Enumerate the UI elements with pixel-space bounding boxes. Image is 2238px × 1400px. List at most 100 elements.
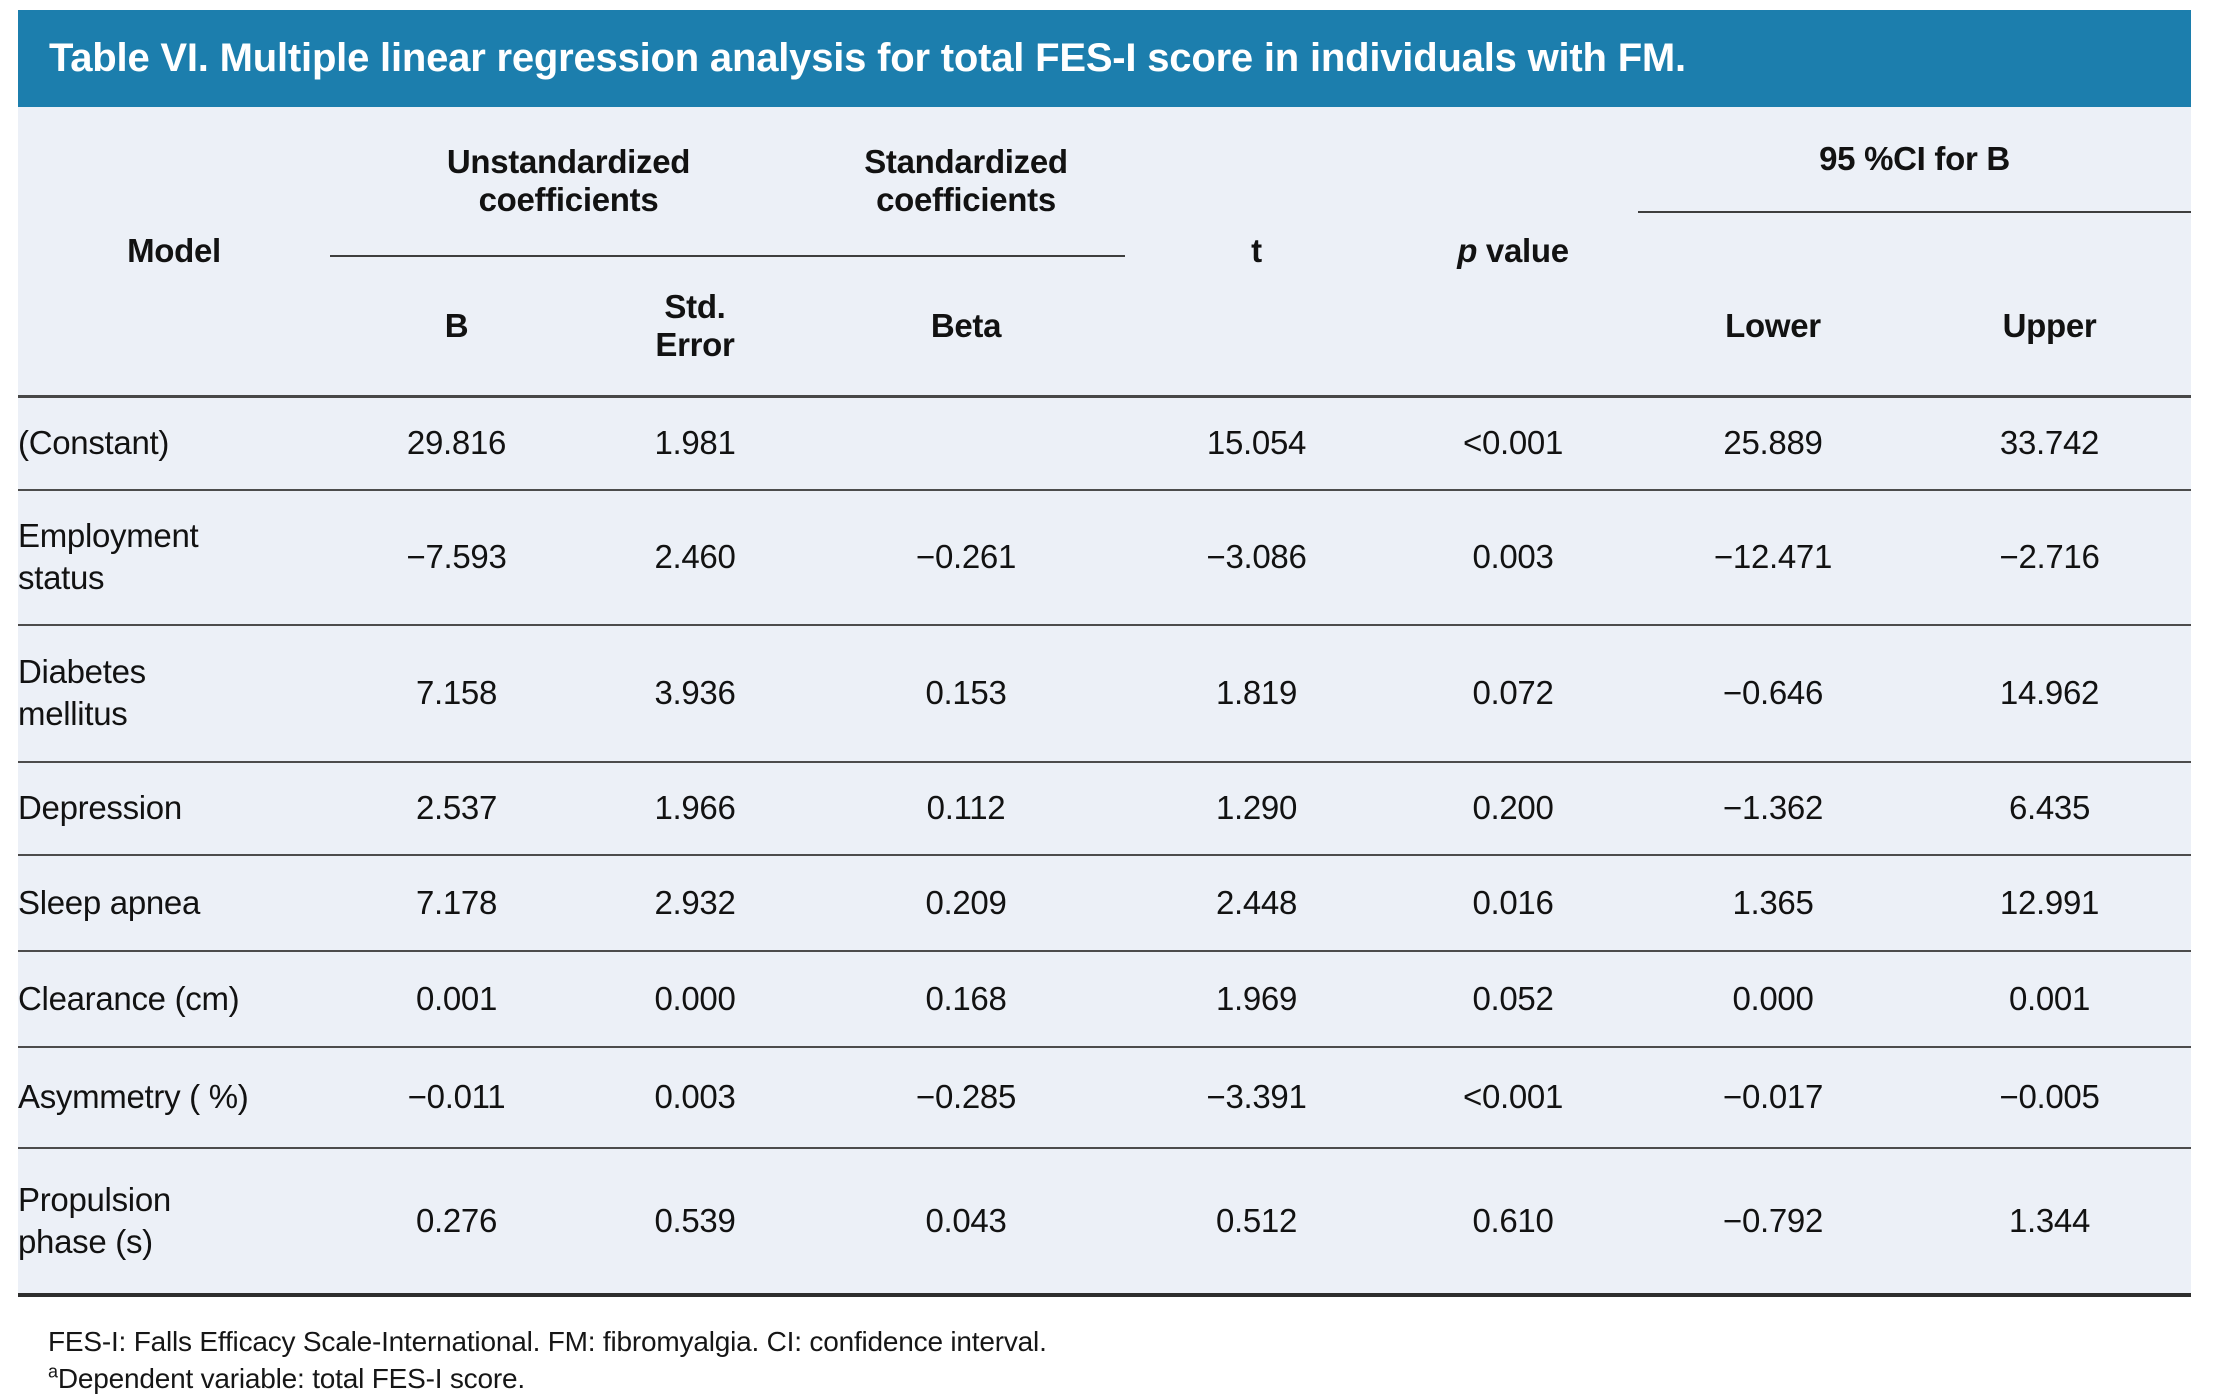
cell-std-error: 0.539: [583, 1146, 807, 1297]
cell-t: 15.054: [1125, 395, 1388, 490]
cell-b: 0.276: [330, 1146, 583, 1297]
header-p-value: p value: [1388, 107, 1638, 397]
table-header: Model Unstandardized coefficients Standar…: [18, 107, 2191, 397]
cell-upper: −2.716: [1908, 488, 2191, 625]
cell-upper: 1.344: [1908, 1146, 2191, 1297]
table-row-clearance: Clearance (cm) 0.001 0.000 0.168 1.969 0…: [18, 949, 2191, 1047]
footnote-superscript-a: a: [48, 1361, 58, 1382]
header-upper: Upper: [2002, 307, 2097, 344]
table-row-propulsion-phase: Propulsion phase (s) 0.276 0.539 0.043 0.…: [18, 1146, 2191, 1297]
header-model: Model: [127, 232, 221, 269]
cell-std-error: 0.000: [583, 949, 807, 1047]
coefficients-group-underline: Unstandardized coefficients Standardized c…: [330, 107, 1125, 257]
cell-upper: 6.435: [1908, 760, 2191, 855]
header-t: t: [1251, 232, 1262, 269]
cell-beta: −0.261: [807, 488, 1125, 625]
cell-model: Propulsion phase (s): [18, 1146, 330, 1297]
header-unstandardized-coefficients: Unstandardized coefficients: [446, 143, 691, 218]
cell-lower: −0.017: [1638, 1045, 1908, 1148]
cell-p: 0.016: [1388, 853, 1638, 951]
cell-p: 0.610: [1388, 1146, 1638, 1297]
header-sub-row: B Std. Error Beta Lower Upper: [18, 257, 2191, 397]
cell-lower: −12.471: [1638, 488, 1908, 625]
ci-group-underline: 95 %CI for B: [1638, 107, 2191, 213]
header-ci-group: 95 %CI for B: [1638, 107, 2191, 257]
cell-upper: 14.962: [1908, 623, 2191, 762]
header-p-rest: value: [1477, 232, 1569, 269]
cell-std-error: 1.981: [583, 395, 807, 490]
footnote-abbreviations: FES-I: Falls Efficacy Scale-Internationa…: [48, 1325, 1047, 1357]
cell-beta: 0.112: [807, 760, 1125, 855]
cell-model: Asymmetry ( %): [18, 1045, 330, 1148]
cell-t: 1.969: [1125, 949, 1388, 1047]
header-beta: Beta: [930, 307, 1002, 344]
cell-std-error: 3.936: [583, 623, 807, 762]
cell-b: −7.593: [330, 488, 583, 625]
cell-lower: 1.365: [1638, 853, 1908, 951]
table-row-asymmetry: Asymmetry ( %) −0.011 0.003 −0.285 −3.39…: [18, 1045, 2191, 1148]
cell-lower: −1.362: [1638, 760, 1908, 855]
cell-t: 0.512: [1125, 1146, 1388, 1297]
cell-std-error: 1.966: [583, 760, 807, 855]
cell-model: Depression: [18, 760, 330, 855]
cell-lower: 0.000: [1638, 949, 1908, 1047]
footnotes: FES-I: Falls Efficacy Scale-Internationa…: [48, 1323, 2191, 1397]
cell-t: 2.448: [1125, 853, 1388, 951]
cell-b: 29.816: [330, 395, 583, 490]
cell-p: <0.001: [1388, 1045, 1638, 1148]
header-standardized-coefficients: Standardized coefficients: [864, 143, 1068, 218]
cell-b: 0.001: [330, 949, 583, 1047]
cell-b: 7.178: [330, 853, 583, 951]
cell-upper: 12.991: [1908, 853, 2191, 951]
cell-upper: 33.742: [1908, 395, 2191, 490]
cell-model: Sleep apnea: [18, 853, 330, 951]
table-vi-card: Table VI. Multiple linear regression ana…: [18, 10, 2191, 1397]
cell-lower: −0.646: [1638, 623, 1908, 762]
cell-p: 0.200: [1388, 760, 1638, 855]
cell-beta: 0.153: [807, 623, 1125, 762]
cell-model: Clearance (cm): [18, 949, 330, 1047]
header-ci-label: 95 %CI for B: [1819, 140, 2010, 177]
cell-b: 2.537: [330, 760, 583, 855]
cell-b: 7.158: [330, 623, 583, 762]
cell-p: 0.072: [1388, 623, 1638, 762]
cell-beta: 0.043: [807, 1146, 1125, 1297]
table-row-diabetes-mellitus: Diabetes mellitus 7.158 3.936 0.153 1.819…: [18, 623, 2191, 762]
cell-lower: −0.792: [1638, 1146, 1908, 1297]
cell-beta: −0.285: [807, 1045, 1125, 1148]
footnote-dependent-variable: aDependent variable: total FES-I score.: [48, 1360, 2191, 1397]
cell-p: 0.052: [1388, 949, 1638, 1047]
table-body: (Constant) 29.816 1.981 15.054 <0.001 25…: [18, 395, 2191, 1297]
table-row-employment-status: Employment status −7.593 2.460 −0.261 −3.…: [18, 488, 2191, 625]
cell-model: Employment status: [18, 488, 330, 625]
header-coefficients-group: Unstandardized coefficients Standardized c…: [330, 107, 1125, 257]
cell-std-error: 0.003: [583, 1045, 807, 1148]
cell-p: 0.003: [1388, 488, 1638, 625]
cell-std-error: 2.932: [583, 853, 807, 951]
cell-t: −3.086: [1125, 488, 1388, 625]
cell-model: Diabetes mellitus: [18, 623, 330, 762]
footnote-dependent-text: Dependent variable: total FES-I score.: [57, 1362, 525, 1394]
cell-t: 1.819: [1125, 623, 1388, 762]
cell-model: (Constant): [18, 395, 330, 490]
table-title: Table VI. Multiple linear regression ana…: [49, 36, 1686, 80]
header-group-row: Model Unstandardized coefficients Standar…: [18, 107, 2191, 269]
header-lower: Lower: [1725, 307, 1821, 344]
cell-upper: 0.001: [1908, 949, 2191, 1047]
table-row-constant: (Constant) 29.816 1.981 15.054 <0.001 25…: [18, 395, 2191, 490]
cell-p: <0.001: [1388, 395, 1638, 490]
cell-beta: [807, 395, 1125, 490]
header-b: B: [444, 307, 469, 344]
cell-t: 1.290: [1125, 760, 1388, 855]
table-title-bar: Table VI. Multiple linear regression ana…: [18, 10, 2191, 107]
header-p-italic: p: [1457, 232, 1478, 269]
table-row-sleep-apnea: Sleep apnea 7.178 2.932 0.209 2.448 0.01…: [18, 853, 2191, 951]
header-std-error: Std. Error: [655, 288, 735, 363]
cell-t: −3.391: [1125, 1045, 1388, 1148]
cell-lower: 25.889: [1638, 395, 1908, 490]
cell-upper: −0.005: [1908, 1045, 2191, 1148]
cell-beta: 0.168: [807, 949, 1125, 1047]
table-row-depression: Depression 2.537 1.966 0.112 1.290 0.200…: [18, 760, 2191, 855]
regression-table: Model Unstandardized coefficients Standar…: [18, 107, 2191, 1297]
